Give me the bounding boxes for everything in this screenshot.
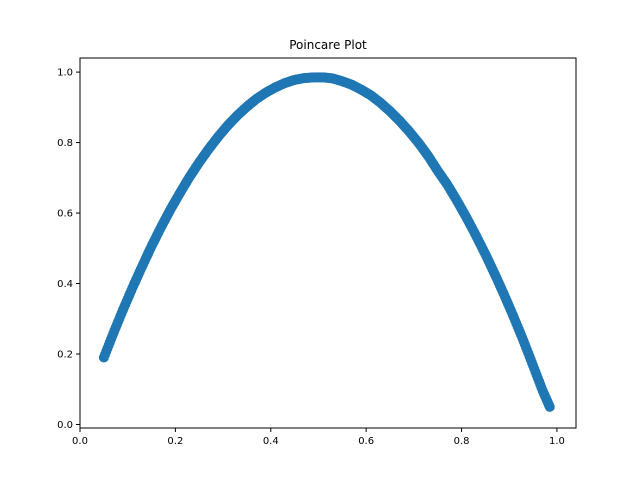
y-tick-label: 0.2 <box>57 350 73 361</box>
y-tick-label: 0.6 <box>57 209 73 220</box>
data-point <box>544 401 555 412</box>
chart-title: Poincare Plot <box>289 38 367 52</box>
y-tick-label: 1.0 <box>57 68 73 79</box>
x-tick-label: 0.6 <box>358 436 374 447</box>
x-tick-label: 0.8 <box>454 436 470 447</box>
data-series <box>98 72 555 412</box>
x-tick-label: 1.0 <box>549 436 565 447</box>
y-tick-label: 0.4 <box>57 279 73 290</box>
x-axis: 0.0 0.2 0.4 0.6 0.8 1.0 <box>72 428 565 447</box>
x-tick-label: 0.0 <box>72 436 88 447</box>
y-tick-label: 0.8 <box>57 138 73 149</box>
x-tick-label: 0.2 <box>167 436 183 447</box>
plot-frame <box>79 57 577 429</box>
x-tick-label: 0.4 <box>263 436 279 447</box>
y-axis: 0.0 0.2 0.4 0.6 0.8 1.0 <box>57 68 80 431</box>
y-tick-label: 0.0 <box>57 420 73 431</box>
